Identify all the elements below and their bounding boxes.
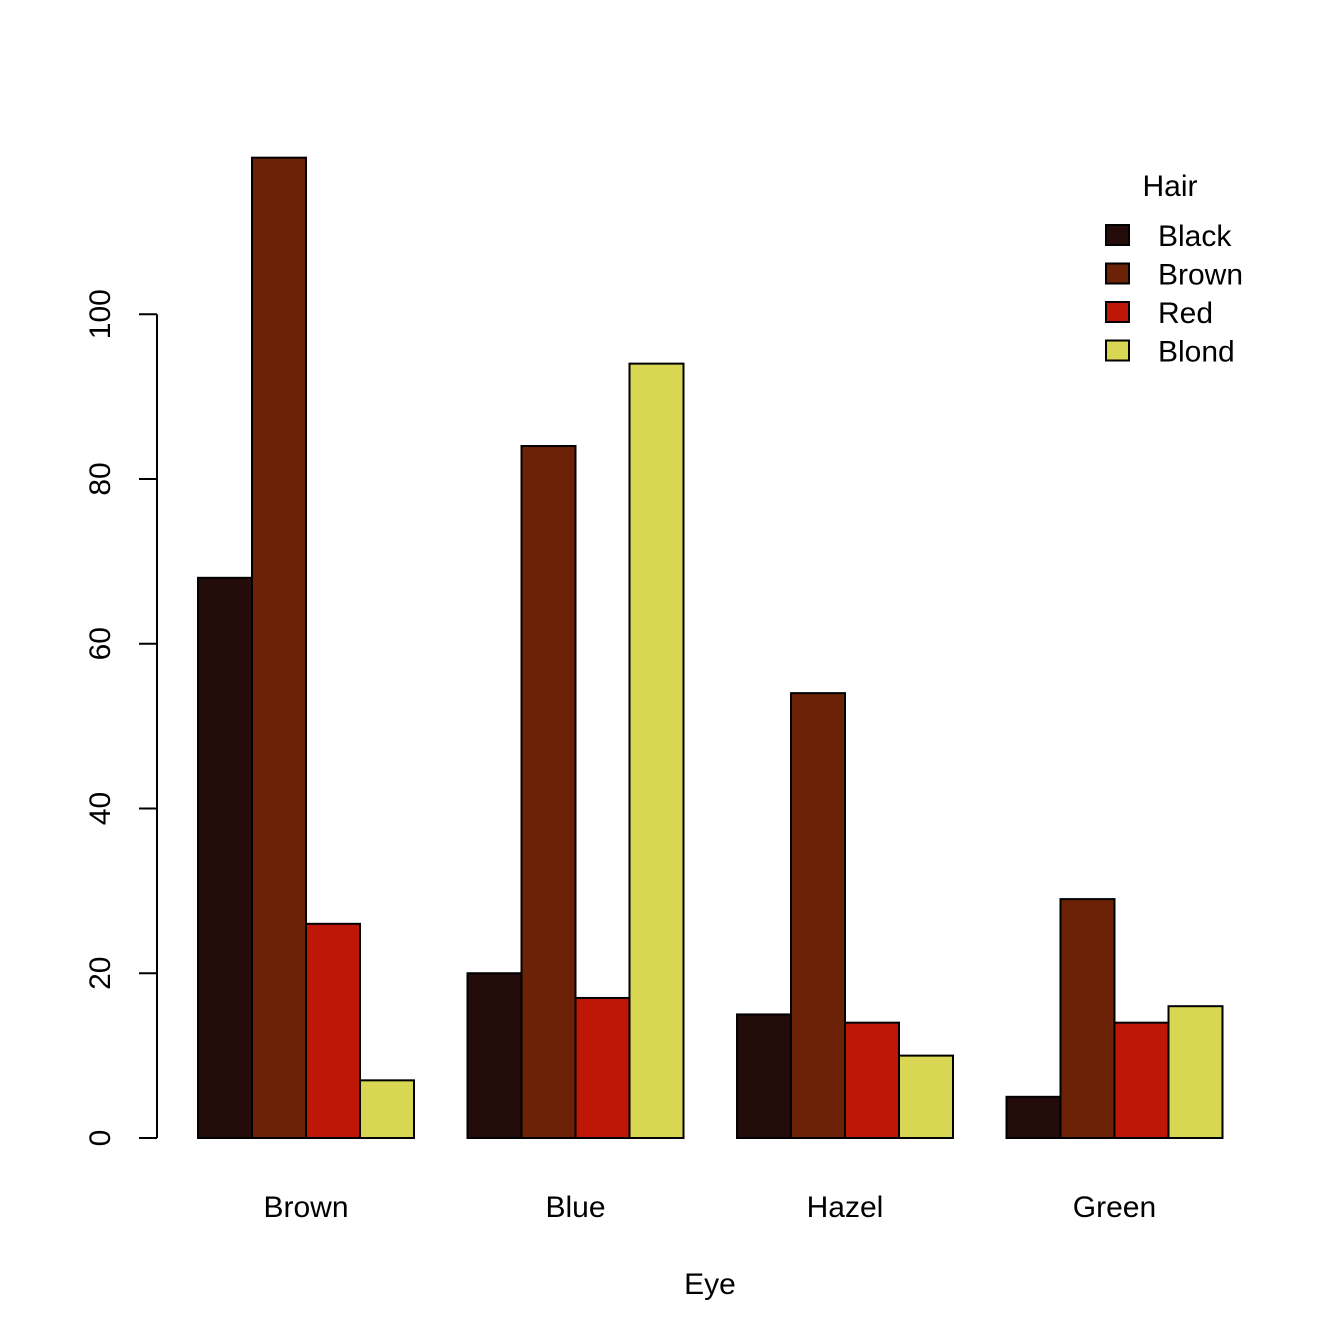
- legend-swatch-black: [1105, 224, 1130, 246]
- legend-swatch-blond: [1105, 339, 1130, 362]
- legend-swatch-brown: [1105, 262, 1130, 285]
- x-tick-label: Brown: [263, 1191, 348, 1224]
- x-category-labels: Brown Blue Hazel Green: [263, 1191, 1156, 1224]
- y-tick-label: 40: [84, 792, 117, 825]
- y-axis: 0 20 40 60 80 100: [84, 289, 158, 1147]
- legend-title: Hair: [1142, 170, 1197, 203]
- legend-label-red: Red: [1158, 297, 1213, 330]
- x-tick-label: Hazel: [807, 1191, 884, 1224]
- bar-blue-blond: [628, 362, 685, 1139]
- legend-label-brown: Brown: [1158, 259, 1243, 292]
- bar-hazel-brown: [790, 692, 846, 1139]
- x-tick-label: Green: [1073, 1191, 1156, 1224]
- bar-green-brown: [1059, 898, 1116, 1140]
- legend-swatch-red: [1105, 301, 1130, 323]
- x-tick-label: Blue: [545, 1191, 605, 1224]
- legend: Hair Black Brown Red Blond: [1105, 170, 1243, 369]
- bar-blue-black: [466, 972, 523, 1139]
- y-tick-label: 100: [84, 289, 117, 339]
- x-axis-title: Eye: [684, 1268, 736, 1301]
- bar-green-blond: [1167, 1005, 1224, 1140]
- y-tick-label: 20: [84, 957, 117, 990]
- bar-brown-brown: [251, 156, 307, 1140]
- bar-hazel-blond: [898, 1054, 954, 1139]
- y-tick-label: 80: [84, 462, 117, 495]
- y-tick-label: 0: [84, 1130, 117, 1147]
- bar-brown-red: [305, 922, 361, 1140]
- bar-brown-blond: [359, 1079, 415, 1139]
- bar-green-red: [1113, 1021, 1170, 1140]
- bar-hazel-black: [736, 1013, 792, 1139]
- legend-label-blond: Blond: [1158, 336, 1235, 369]
- bar-green-black: [1005, 1095, 1062, 1140]
- bars: [197, 156, 1224, 1140]
- y-tick-label: 60: [84, 627, 117, 660]
- legend-label-black: Black: [1158, 220, 1232, 253]
- bar-blue-red: [574, 996, 631, 1139]
- bar-hazel-red: [844, 1021, 900, 1140]
- bar-brown-black: [197, 576, 253, 1139]
- bar-blue-brown: [520, 445, 577, 1139]
